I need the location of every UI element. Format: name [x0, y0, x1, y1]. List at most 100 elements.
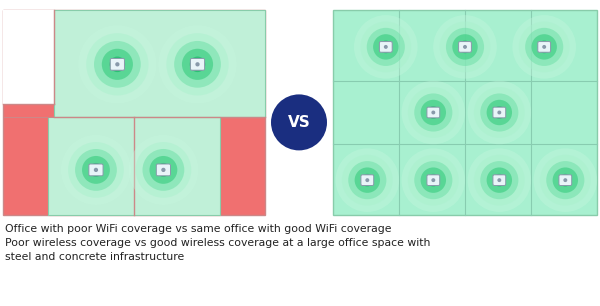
Circle shape: [196, 63, 199, 66]
Bar: [333, 10, 597, 215]
Circle shape: [401, 148, 465, 212]
Circle shape: [94, 41, 141, 88]
Circle shape: [452, 34, 478, 60]
Circle shape: [525, 28, 563, 66]
Circle shape: [89, 163, 103, 177]
Circle shape: [408, 155, 459, 206]
Circle shape: [433, 15, 497, 79]
Circle shape: [136, 142, 191, 198]
FancyBboxPatch shape: [361, 175, 374, 185]
Circle shape: [564, 179, 566, 181]
Circle shape: [385, 46, 387, 48]
Circle shape: [427, 174, 440, 186]
Circle shape: [379, 40, 392, 53]
Circle shape: [182, 49, 213, 80]
Circle shape: [540, 155, 591, 206]
Circle shape: [493, 174, 506, 186]
Circle shape: [366, 179, 368, 181]
Circle shape: [190, 57, 205, 72]
Circle shape: [79, 25, 157, 103]
Circle shape: [467, 81, 531, 144]
Circle shape: [342, 155, 393, 206]
Circle shape: [432, 111, 434, 114]
Text: Office with poor WiFi coverage vs same office with good WiFi coverage: Office with poor WiFi coverage vs same o…: [5, 224, 392, 234]
FancyBboxPatch shape: [110, 58, 124, 70]
Circle shape: [174, 41, 221, 88]
Circle shape: [446, 28, 484, 66]
Circle shape: [157, 163, 170, 177]
FancyBboxPatch shape: [156, 164, 170, 176]
FancyBboxPatch shape: [89, 164, 103, 176]
Circle shape: [538, 40, 551, 53]
Circle shape: [361, 174, 374, 186]
Circle shape: [553, 167, 578, 193]
Circle shape: [158, 25, 236, 103]
Bar: [54, 10, 265, 117]
Circle shape: [408, 87, 459, 138]
FancyBboxPatch shape: [538, 42, 551, 52]
Circle shape: [519, 21, 569, 72]
Circle shape: [348, 161, 386, 199]
Circle shape: [271, 94, 327, 151]
Circle shape: [512, 15, 576, 79]
FancyBboxPatch shape: [427, 175, 440, 185]
Circle shape: [427, 106, 440, 119]
Circle shape: [474, 87, 525, 138]
Circle shape: [464, 46, 466, 48]
Circle shape: [498, 111, 500, 114]
Circle shape: [142, 149, 184, 191]
Circle shape: [82, 156, 110, 184]
Circle shape: [75, 149, 117, 191]
Circle shape: [533, 148, 597, 212]
Circle shape: [414, 93, 452, 132]
Circle shape: [421, 167, 446, 193]
Circle shape: [487, 167, 512, 193]
Circle shape: [458, 40, 472, 53]
Circle shape: [493, 106, 506, 119]
Text: Poor wireless coverage vs good wireless coverage at a large office space with: Poor wireless coverage vs good wireless …: [5, 238, 430, 248]
Circle shape: [498, 179, 500, 181]
FancyBboxPatch shape: [493, 175, 506, 185]
Text: steel and concrete infrastructure: steel and concrete infrastructure: [5, 252, 184, 262]
Circle shape: [543, 46, 545, 48]
Bar: [3, 10, 265, 215]
FancyBboxPatch shape: [493, 107, 506, 118]
Circle shape: [86, 33, 149, 95]
FancyBboxPatch shape: [458, 42, 472, 52]
Circle shape: [474, 155, 525, 206]
Circle shape: [149, 156, 178, 184]
Circle shape: [361, 21, 411, 72]
Circle shape: [414, 161, 452, 199]
FancyBboxPatch shape: [559, 175, 572, 185]
Circle shape: [480, 161, 518, 199]
Bar: [47, 117, 220, 215]
Circle shape: [128, 135, 198, 205]
Circle shape: [432, 179, 434, 181]
Text: VS: VS: [287, 115, 310, 130]
Circle shape: [373, 34, 398, 60]
FancyBboxPatch shape: [379, 42, 392, 52]
Circle shape: [467, 148, 531, 212]
Circle shape: [487, 100, 512, 125]
Circle shape: [354, 15, 418, 79]
Circle shape: [355, 167, 380, 193]
Circle shape: [162, 169, 165, 171]
Circle shape: [421, 100, 446, 125]
Bar: [3, 10, 54, 104]
Circle shape: [95, 169, 97, 171]
Circle shape: [102, 49, 133, 80]
Circle shape: [110, 57, 125, 72]
Circle shape: [116, 63, 119, 66]
Circle shape: [532, 34, 557, 60]
Circle shape: [559, 174, 572, 186]
Circle shape: [166, 33, 229, 95]
Circle shape: [546, 161, 584, 199]
Circle shape: [480, 93, 518, 132]
Circle shape: [367, 28, 405, 66]
Circle shape: [401, 81, 465, 144]
Circle shape: [61, 135, 131, 205]
FancyBboxPatch shape: [427, 107, 440, 118]
Circle shape: [440, 21, 490, 72]
Circle shape: [68, 142, 124, 198]
Circle shape: [335, 148, 399, 212]
